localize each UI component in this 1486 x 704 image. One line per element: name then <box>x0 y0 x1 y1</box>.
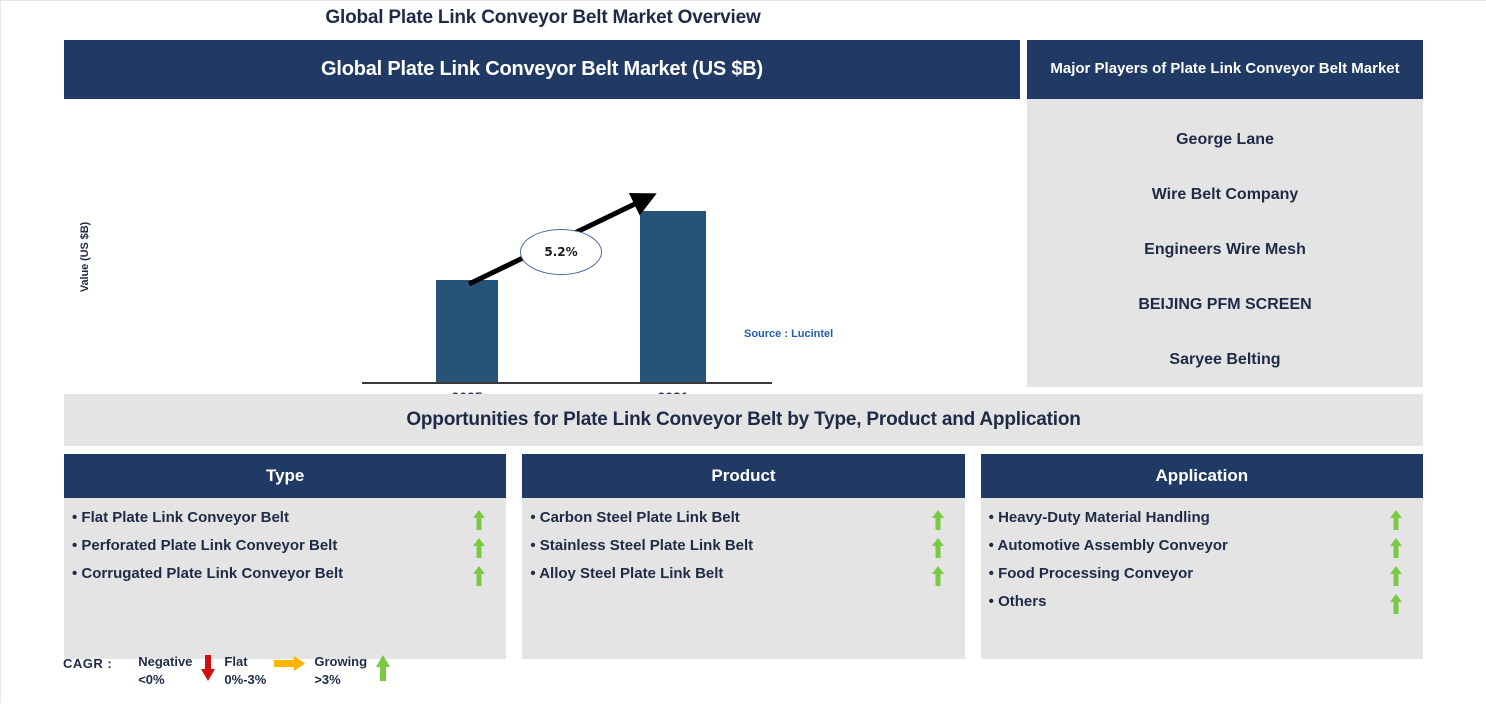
column-body-product: • Carbon Steel Plate Link Belt • Stainle… <box>522 498 965 659</box>
list-item: • Heavy-Duty Material Handling <box>981 507 1423 530</box>
list-item: • Perforated Plate Link Conveyor Belt <box>64 535 506 558</box>
arrow-up-green-icon <box>473 510 486 530</box>
legend-growing-label: Growing <box>314 654 368 669</box>
column-product: Product • Carbon Steel Plate Link Belt •… <box>522 454 965 659</box>
list-item: • Flat Plate Link Conveyor Belt <box>64 507 506 530</box>
arrow-right-orange-icon <box>274 656 306 671</box>
column-application: Application • Heavy-Duty Material Handli… <box>980 454 1423 659</box>
legend-growing-range: >3% <box>314 671 341 687</box>
column-body-type: • Flat Plate Link Conveyor Belt • Perfor… <box>64 498 507 659</box>
opportunity-label: • Corrugated Plate Link Conveyor Belt <box>72 565 344 582</box>
arrow-up-green-icon <box>931 538 944 558</box>
arrow-up-green-icon <box>1389 510 1402 530</box>
legend-negative-label: Negative <box>138 654 193 669</box>
legend-entry-flat: Flat 0%-3% <box>224 653 314 688</box>
opportunity-label: • Stainless Steel Plate Link Belt <box>530 537 754 554</box>
arrow-up-green-icon <box>473 566 486 586</box>
cagr-legend-title: CAGR : <box>63 656 113 671</box>
legend-negative-text: Negative <0% <box>138 653 192 688</box>
legend-flat-label: Flat <box>224 654 248 669</box>
opportunity-label: • Perforated Plate Link Conveyor Belt <box>72 537 338 554</box>
arrow-down-red-icon <box>201 655 216 681</box>
opportunity-label: • Alloy Steel Plate Link Belt <box>530 565 724 582</box>
market-chart-panel: Global Plate Link Conveyor Belt Market (… <box>64 40 1020 405</box>
legend-entry-growing: Growing >3% <box>314 653 399 688</box>
arrow-up-green-icon <box>931 510 944 530</box>
players-panel-header: Major Players of Plate Link Conveyor Bel… <box>1027 40 1423 99</box>
list-item: • Automotive Assembly Conveyor <box>981 535 1423 558</box>
list-item: Saryee Belting <box>1169 350 1281 368</box>
opportunity-label: • Food Processing Conveyor <box>988 565 1194 582</box>
cagr-legend: CAGR : Negative <0% Flat 0%-3% Growing >… <box>63 653 399 688</box>
list-item: BEIJING PFM SCREEN <box>1138 295 1312 313</box>
opportunity-label: • Carbon Steel Plate Link Belt <box>530 509 740 526</box>
bar-2031 <box>640 211 706 382</box>
list-item: • Others <box>981 591 1423 614</box>
page-title: Global Plate Link Conveyor Belt Market O… <box>325 7 761 28</box>
cagr-badge: 5.2% <box>520 229 602 275</box>
arrow-up-green-icon <box>1389 538 1402 558</box>
legend-entry-negative: Negative <0% <box>138 653 224 688</box>
opportunity-label: • Flat Plate Link Conveyor Belt <box>72 509 289 526</box>
list-item: • Food Processing Conveyor <box>981 563 1423 586</box>
x-axis-line <box>362 382 772 384</box>
arrow-up-green-icon <box>473 538 486 558</box>
legend-flat-range: 0%-3% <box>224 671 267 687</box>
list-item: Wire Belt Company <box>1151 185 1299 203</box>
chart-panel-header: Global Plate Link Conveyor Belt Market (… <box>64 40 1020 99</box>
list-item: • Alloy Steel Plate Link Belt <box>522 563 964 586</box>
legend-growing-text: Growing >3% <box>314 653 367 688</box>
column-body-application: • Heavy-Duty Material Handling • Automot… <box>980 498 1423 659</box>
opportunity-label: • Automotive Assembly Conveyor <box>988 537 1228 554</box>
list-item: • Carbon Steel Plate Link Belt <box>522 507 964 530</box>
arrow-up-green-icon <box>931 566 944 586</box>
players-list: George Lane Wire Belt Company Engineers … <box>1027 99 1423 387</box>
major-players-panel: Major Players of Plate Link Conveyor Bel… <box>1027 40 1423 387</box>
column-header-type: Type <box>64 454 507 498</box>
y-axis-label: Value (US $B) <box>79 221 91 293</box>
legend-flat-text: Flat 0%-3% <box>224 653 266 688</box>
arrow-up-green-icon <box>1389 594 1402 614</box>
legend-negative-range: <0% <box>138 671 165 687</box>
list-item: George Lane <box>1176 130 1274 148</box>
column-header-application: Application <box>980 454 1423 498</box>
opportunity-label: • Heavy-Duty Material Handling <box>988 509 1210 526</box>
opportunity-label: • Others <box>988 593 1047 610</box>
chart-source-note: Source : Lucintel <box>744 328 834 340</box>
column-header-product: Product <box>522 454 965 498</box>
chart-plot-area: Value (US $B) 2025 2031 5.2% Source : Lu… <box>64 99 1020 405</box>
arrow-up-green-icon <box>1389 566 1402 586</box>
opportunities-banner: Opportunities for Plate Link Conveyor Be… <box>64 394 1423 446</box>
list-item: Engineers Wire Mesh <box>1144 240 1306 258</box>
arrow-up-green-icon <box>376 655 391 681</box>
opportunities-columns: Type • Flat Plate Link Conveyor Belt • P… <box>64 454 1423 659</box>
list-item: • Stainless Steel Plate Link Belt <box>522 535 964 558</box>
bar-2025 <box>436 280 498 382</box>
column-type: Type • Flat Plate Link Conveyor Belt • P… <box>64 454 507 659</box>
list-item: • Corrugated Plate Link Conveyor Belt <box>64 563 506 586</box>
